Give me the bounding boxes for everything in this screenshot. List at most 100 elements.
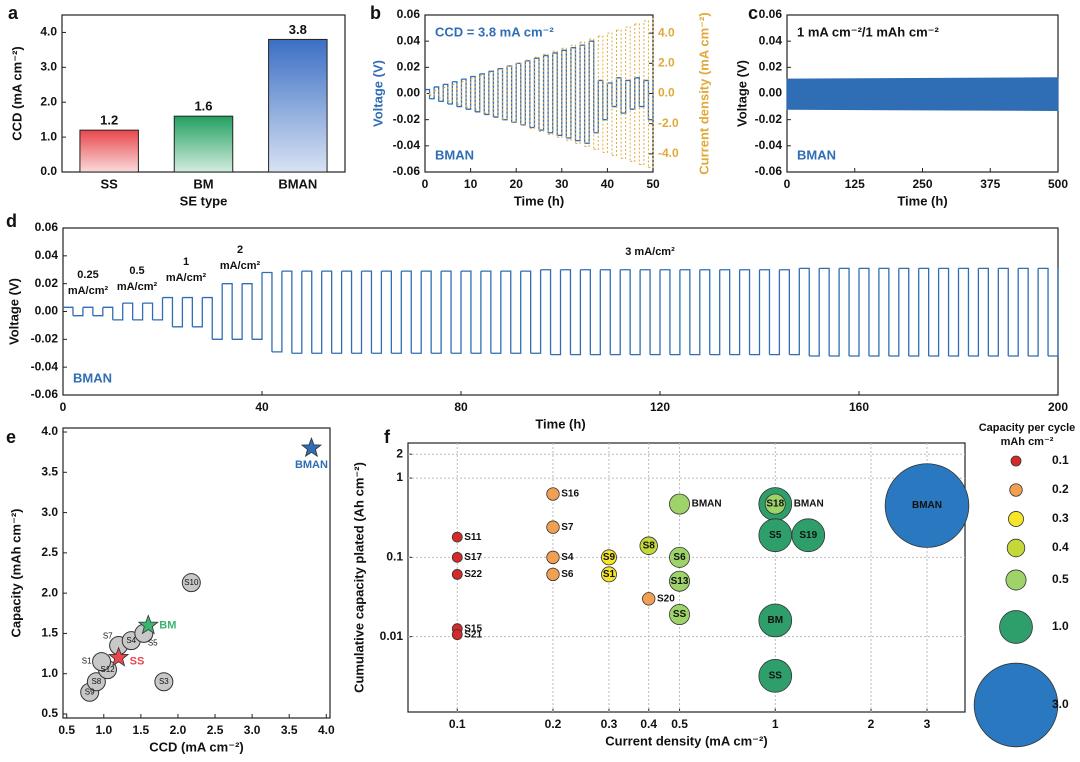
legend-label: 1.0 [1052,619,1069,633]
x-tick-label: 250 [912,177,932,191]
bubble [669,604,691,626]
x-tick-label: 1.0 [95,723,112,737]
star-point [300,436,323,458]
legend-label: 0.3 [1052,511,1069,525]
line-segment [331,271,343,354]
line-segment [580,269,591,355]
y-tick-label: 1.5 [41,626,58,640]
line-segment [561,49,568,138]
line-segment [978,267,989,357]
line-segment [480,270,492,354]
annotation: 2 [237,244,243,256]
annotation: 1 [183,256,189,268]
line-segment [570,47,577,141]
legend-marker [999,610,1033,644]
bubble-label: S6 [561,569,574,580]
line-segment [530,269,542,354]
bubble [546,550,560,565]
line-segment [575,42,581,144]
line-segment [242,283,253,340]
line-segment [461,270,472,354]
line-segment [484,71,490,116]
legend-label: 0.2 [1052,482,1069,496]
bubble-label: S6 [673,552,686,563]
star-label: BM [159,619,176,631]
point-label: S9 [85,687,95,696]
y-tick-label: 4.0 [41,424,58,438]
y2-tick-label: -4.0 [658,146,679,160]
y-tick-label: 0.04 [35,248,59,262]
x-tick-label: 2 [868,717,875,731]
annotation: mA/cm² [220,260,261,272]
line-segment [988,268,999,357]
line-segment [749,269,761,356]
line-segment [162,296,174,327]
line-segment [488,70,495,118]
line-segment [543,53,549,135]
line-segment [411,271,422,354]
bubble-label: S21 [464,629,482,640]
y-axis-title: Voltage (V) [6,278,21,345]
line-segment [570,269,582,356]
x-axis-title: Time (h) [535,416,585,431]
line-segment [510,271,522,354]
line-segment [769,269,781,356]
bubble [451,551,463,563]
x-tick-label: 0 [60,400,67,414]
x-tick-label: 0.5 [671,717,688,731]
line-segment [575,45,581,142]
x-tick-label: 0.5 [58,723,75,737]
line-segment [643,20,649,168]
line-segment [819,267,830,357]
line-segment [341,270,353,354]
line-segment [593,36,599,150]
line-segment [625,79,631,110]
line-segment [525,60,531,128]
y-tick-label: -0.06 [755,164,783,178]
x-axis-title: Time (h) [514,193,564,208]
panel-letter: e [6,427,16,447]
line-segment [625,26,631,162]
line-segment [589,40,595,133]
legend-label: 0.4 [1052,540,1069,554]
x-axis-title: Time (h) [897,193,947,208]
legend-marker [1010,455,1022,467]
legend-marker [1009,483,1023,497]
line-segment [520,60,526,126]
bubble-label: S7 [561,522,574,533]
line-segment [488,71,494,117]
y-tick-label: 0.00 [759,86,783,100]
value-label: 1.2 [100,113,118,128]
line-segment [529,57,535,129]
line-segment [540,269,552,355]
line-segment [1018,267,1029,357]
line-segment [497,67,504,120]
annotation: 0.5 [129,265,144,277]
line-segment [447,84,453,102]
line-segment [566,47,572,139]
annotation: 3 mA/cm² [625,246,675,258]
y-tick-label: -0.02 [31,332,59,346]
line-segment [948,268,960,357]
line-segment [918,267,930,357]
line-segment [529,58,536,129]
bubble [451,629,463,641]
line-segment [709,269,721,356]
x-tick-label: 40 [255,400,269,414]
line-segment [502,66,508,120]
line-segment [643,79,650,120]
point [86,672,106,692]
x-tick-label: 1 [772,717,779,731]
legend-title: mAh cm⁻² [1001,436,1054,448]
point [154,672,174,692]
line-segment [958,267,970,357]
line-segment [611,77,618,108]
x-tick-label: 200 [1048,400,1068,414]
x-tick-label: BM [193,176,213,191]
line-segment [566,45,572,141]
bubble [758,659,793,693]
bubble [546,487,560,501]
line-segment [548,52,554,134]
x-tick-label: 160 [849,400,869,414]
line-segment [516,62,522,125]
